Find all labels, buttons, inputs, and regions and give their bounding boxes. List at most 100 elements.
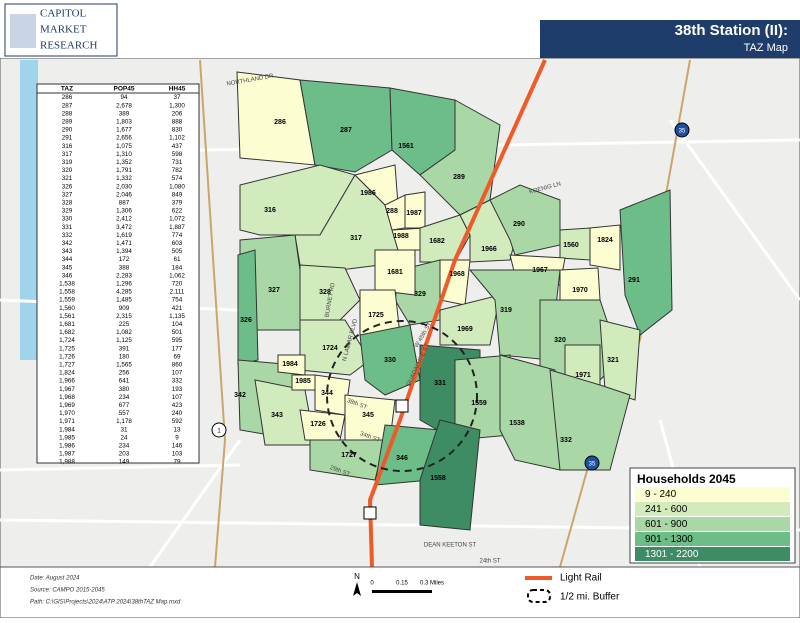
table-cell: 720 (172, 280, 183, 287)
taz-label: 290 (513, 221, 525, 228)
station-icon (363, 506, 377, 520)
taz-label: 1725 (368, 312, 384, 319)
table-cell: 291 (62, 135, 73, 142)
taz-label: 1987 (406, 210, 422, 217)
table-cell: 346 (62, 272, 73, 279)
table-cell: 206 (172, 110, 183, 117)
table-cell: 603 (172, 240, 183, 247)
taz-label: 1985 (295, 378, 311, 385)
street-label: DEAN KEETON ST (424, 543, 477, 549)
table-cell: 1,561 (59, 313, 75, 320)
table-cell: 641 (119, 378, 130, 385)
table-cell: 1,967 (59, 386, 75, 393)
table-cell: 234 (119, 394, 130, 401)
table-cell: 172 (119, 256, 130, 263)
column-header: POP45 (114, 86, 135, 93)
footer-text: Path: C:\GIS\Projects\2024\ATP 2024\38th… (30, 600, 181, 606)
scale-label: 0 (370, 581, 374, 587)
table-cell: 104 (172, 321, 183, 328)
table-cell: 1,102 (169, 135, 185, 142)
taz-label: 287 (340, 127, 352, 134)
table-cell: 1,332 (116, 175, 132, 182)
table-cell: 345 (62, 264, 73, 271)
taz-label: 1560 (563, 242, 579, 249)
table-cell: 79 (173, 459, 181, 466)
taz-label: 331 (434, 380, 446, 387)
legend-buffer (527, 589, 551, 603)
route-shield (674, 122, 690, 138)
taz-label: 346 (396, 455, 408, 462)
table-cell: 1,125 (116, 337, 132, 344)
light-rail (367, 59, 547, 568)
table-cell: 31 (120, 426, 128, 433)
table-cell: 343 (62, 248, 73, 255)
table-cell: 4,285 (116, 289, 132, 296)
taz-label: 1824 (597, 237, 613, 244)
table-cell: 1,080 (169, 183, 185, 190)
table-cell: 1,296 (116, 280, 132, 287)
column-header: HH45 (169, 86, 186, 93)
table-cell: 240 (172, 410, 183, 417)
table-cell: 332 (172, 378, 183, 385)
taz-label: 1681 (387, 269, 403, 276)
legend-label: 241 - 600 (645, 504, 688, 515)
table-cell: 731 (172, 159, 183, 166)
table-cell: 388 (119, 264, 130, 271)
taz-label: 1538 (509, 420, 525, 427)
table-cell: 289 (62, 118, 73, 125)
table-cell: 1,075 (116, 143, 132, 150)
table-cell: 557 (119, 410, 130, 417)
table-cell: 103 (172, 451, 183, 458)
legend-label: 1/2 mi. Buffer (560, 592, 620, 603)
water (20, 60, 38, 360)
table-cell: 203 (119, 451, 130, 458)
table-cell: 316 (62, 143, 73, 150)
taz-zone (299, 264, 361, 321)
title-band (540, 20, 800, 58)
table-cell: 2,678 (116, 102, 132, 109)
table-cell: 888 (172, 118, 183, 125)
table-cell: 1,727 (59, 361, 75, 368)
table-cell: 2,111 (170, 289, 185, 296)
table-cell: 1,887 (169, 224, 185, 231)
table-cell: 421 (172, 305, 183, 312)
table-cell: 1,471 (116, 240, 132, 247)
table-cell: 849 (172, 191, 183, 198)
table-cell: 61 (173, 256, 181, 263)
table-cell: 1,724 (59, 337, 75, 344)
taz-label: 326 (240, 317, 252, 324)
table-cell: 1,352 (116, 159, 132, 166)
table-cell: 505 (172, 248, 183, 255)
taz-zone (374, 249, 416, 296)
taz-label: 1558 (430, 475, 446, 482)
taz-label: 291 (628, 277, 640, 284)
table-cell: 330 (62, 216, 73, 223)
table-cell: 69 (173, 353, 181, 360)
table-cell: 287 (62, 102, 73, 109)
table-cell: 1,987 (59, 451, 75, 458)
taz-zone (549, 369, 631, 471)
table-cell: 1,970 (59, 410, 75, 417)
table-cell: 1,178 (116, 418, 132, 425)
footer-text: Source: CAMPO 2015-2045 (30, 588, 105, 594)
table-cell: 1,682 (59, 329, 75, 336)
table-cell: 1,072 (169, 216, 185, 223)
table-cell: 326 (62, 183, 73, 190)
taz-label: 286 (274, 119, 286, 126)
table-cell: 149 (119, 459, 130, 466)
legend-label: 901 - 1300 (645, 534, 693, 545)
taz-zone (559, 267, 601, 301)
buffer (326, 320, 478, 472)
table-cell: 234 (119, 442, 130, 449)
table-cell: 286 (62, 94, 73, 101)
data-table (36, 83, 200, 464)
north-arrow: N (354, 572, 360, 581)
table-cell: 2,412 (116, 216, 132, 223)
legend-swatch (635, 487, 790, 501)
table-cell: 9 (175, 434, 179, 441)
taz-zone (439, 294, 501, 346)
table-cell: 501 (172, 329, 183, 336)
table-cell: 574 (172, 175, 183, 182)
table-cell: 1,726 (59, 353, 75, 360)
taz-zone (499, 354, 561, 471)
